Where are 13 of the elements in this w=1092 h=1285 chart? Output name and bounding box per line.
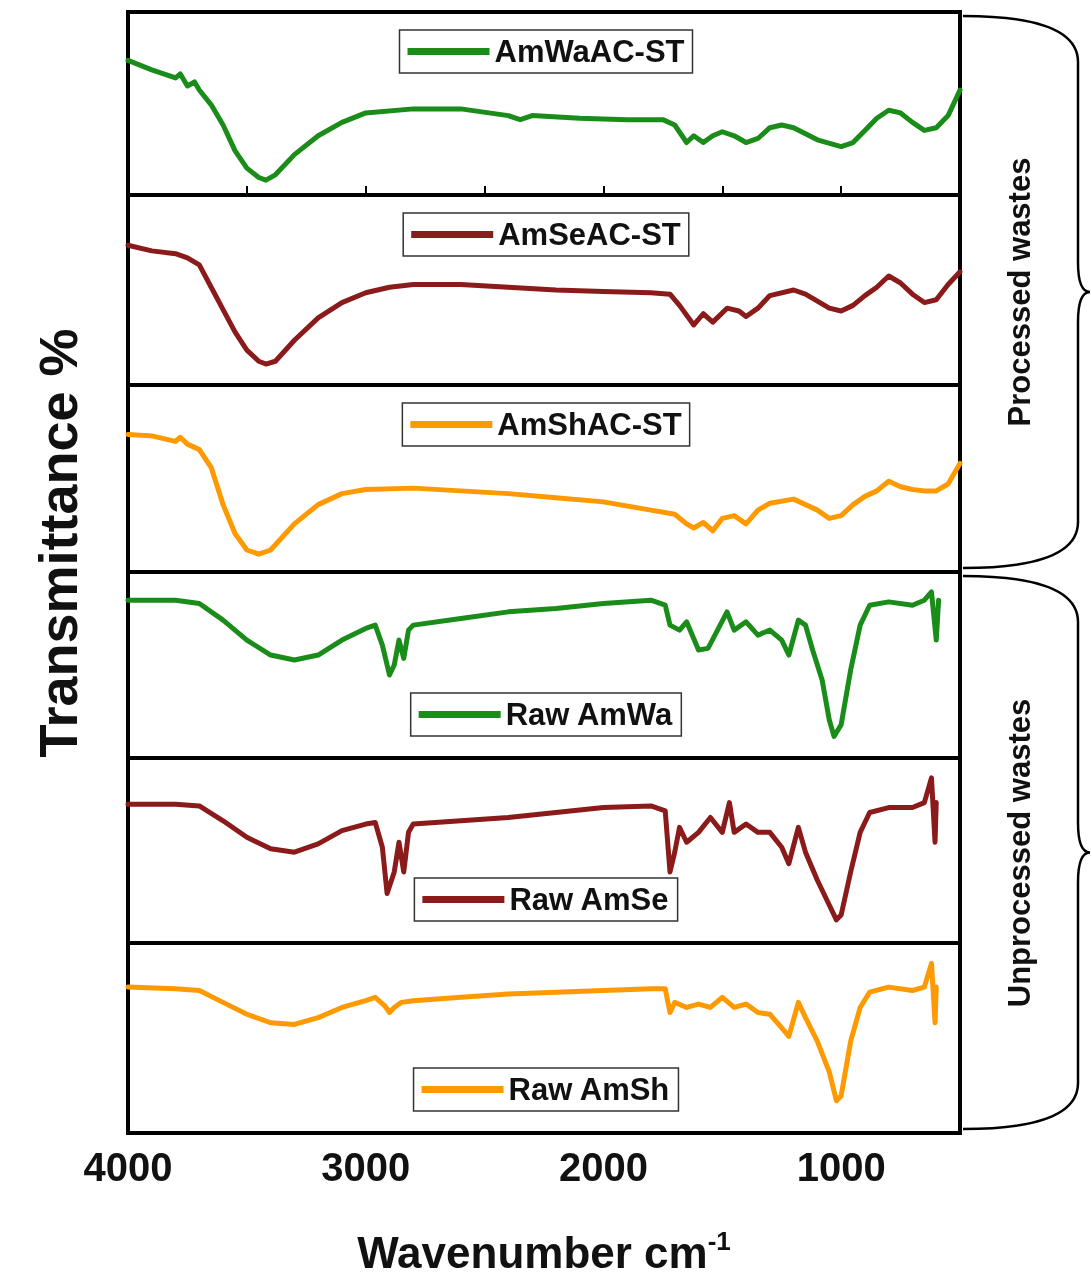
x-tick-label: 3000 [321,1145,411,1189]
legend-label: AmShAC-ST [497,407,682,442]
x-tick-label: 2000 [558,1145,648,1189]
y-axis-title: Transmittance % [28,327,88,758]
legend-label: AmWaAC-ST [494,34,685,69]
legend-label: AmSeAC-ST [498,217,681,252]
legend-label: Raw AmSh [508,1072,670,1107]
x-tick-label: 4000 [83,1145,173,1189]
text: Processed wastes [1002,157,1037,427]
text: Unprocessed wastes [1002,698,1037,1007]
x-tick-label: 1000 [796,1145,886,1189]
legend-label: Raw AmWa [505,697,673,732]
legend-label: Raw AmSe [509,882,669,917]
